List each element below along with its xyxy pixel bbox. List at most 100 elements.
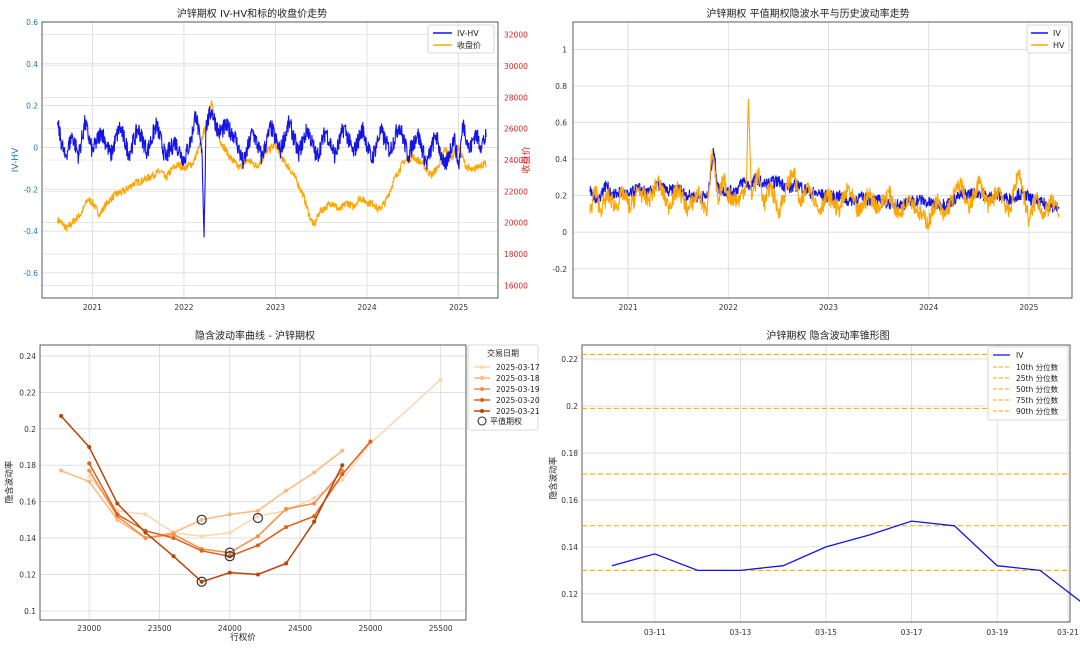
- chart3-xtick-label: 25000: [358, 624, 382, 633]
- chart3-series-2025-03-17-point: [87, 474, 91, 478]
- chart2-ytick-label: 0.8: [555, 82, 567, 91]
- chart-ivhv-price: 沪锌期权 IV-HV和标的收盘价走势 IV-HV 收盘价 -0.6 -0.4 -0.…: [11, 7, 532, 312]
- chart3-series-2025-03-21-point: [284, 562, 288, 566]
- chart1-xtick-label: 2023: [266, 303, 285, 312]
- chart4-xtick-label: 03-15: [815, 628, 837, 637]
- chart3-series-2025-03-21-point: [200, 580, 204, 584]
- chart1-ytick-label: 0.4: [26, 60, 38, 69]
- chart3-series-2025-03-19-point: [143, 536, 147, 540]
- chart3-legend-item: 2025-03-18: [496, 374, 540, 383]
- chart4-ytick-label: 0.12: [561, 590, 578, 599]
- chart2-xtick-label: 2025: [1019, 303, 1038, 312]
- chart3-series-2025-03-18-point: [87, 480, 91, 484]
- chart3-series-2025-03-18-point: [200, 518, 204, 522]
- chart3-series-2025-03-21-point: [115, 501, 119, 505]
- chart1-price-line: [58, 100, 487, 231]
- chart3-series-2025-03-19-point: [87, 469, 91, 473]
- chart1-ytick-label: -0.2: [23, 185, 38, 194]
- chart3-series-2025-03-20-point: [87, 461, 91, 465]
- chart3-xtick-label: 23000: [77, 624, 101, 633]
- chart1-legend-price: 收盘价: [457, 40, 481, 50]
- chart1-y2tick-label: 16000: [504, 281, 528, 290]
- chart4-legend-iv: IV: [1016, 351, 1024, 360]
- chart1-ytick-label: 0.2: [26, 102, 38, 111]
- chart1-ytick-label: -0.4: [23, 227, 38, 236]
- chart3-legend-item: 2025-03-17: [496, 363, 540, 372]
- chart1-y2tick-label: 30000: [504, 62, 528, 71]
- chart3-xtick-label: 24500: [288, 624, 312, 633]
- chart4-ytick-label: 0.14: [561, 543, 578, 552]
- chart2-xtick-label: 2024: [919, 303, 938, 312]
- chart3-plot-frame: [40, 345, 466, 620]
- chart1-ytick-label: -0.6: [23, 269, 38, 278]
- chart1-y2tick-label: 18000: [504, 250, 528, 259]
- chart3-legend-swatch-dot: [480, 398, 484, 402]
- chart2-xtick-label: 2022: [719, 303, 738, 312]
- chart1-legend: IV-HV 收盘价: [428, 25, 494, 53]
- chart1-y2tick-label: 20000: [504, 219, 528, 228]
- chart3-series-2025-03-18-point: [59, 469, 63, 473]
- chart3-series-2025-03-18-point: [115, 518, 119, 522]
- chart3-legend-swatch-dot: [480, 376, 484, 380]
- chart3-legend-swatch-dot: [480, 387, 484, 391]
- chart4-xtick-label: 03-17: [901, 628, 923, 637]
- chart2-legend: IV HV: [1027, 25, 1069, 53]
- chart1-xtick-label: 2022: [174, 303, 193, 312]
- chart3-series-2025-03-17-line: [89, 380, 441, 537]
- chart2-ytick-label: 0: [562, 228, 567, 237]
- chart2-ytick-label: 0.2: [555, 192, 567, 201]
- chart3-ytick-label: 0.16: [19, 498, 36, 507]
- chart3-legend-swatch-dot: [480, 365, 484, 369]
- chart1-title: 沪锌期权 IV-HV和标的收盘价走势: [177, 7, 327, 20]
- dashboard: 沪锌期权 IV-HV和标的收盘价走势 IV-HV 收盘价 -0.6 -0.4 -0.…: [0, 0, 1080, 646]
- chart3-xlabel: 行权价: [230, 632, 256, 643]
- chart3-series-2025-03-21-point: [256, 572, 260, 576]
- chart3-series-2025-03-20-point: [115, 512, 119, 516]
- chart3-ytick-label: 0.14: [19, 534, 36, 543]
- chart2-ytick-label: -0.2: [552, 265, 567, 274]
- chart1-y2tick-label: 28000: [504, 93, 528, 102]
- chart4-xtick-label: 03-13: [729, 628, 751, 637]
- chart3-series-2025-03-18-point: [312, 470, 316, 474]
- chart4-ytick-label: 0.2: [566, 402, 578, 411]
- chart2-ytick-label: 0.4: [555, 155, 567, 164]
- chart4-ytick-label: 0.18: [561, 449, 578, 458]
- chart3-series-2025-03-21-point: [312, 520, 316, 524]
- chart3-xtick-label: 24000: [218, 624, 242, 633]
- chart3-ytick-label: 0.18: [19, 461, 36, 470]
- chart3-legend-atm: 平值期权: [490, 416, 522, 426]
- chart2-xtick-label: 2021: [619, 303, 638, 312]
- chart4-legend-pct: 10th 分位数: [1016, 362, 1059, 372]
- chart3-legend-item: 2025-03-19: [496, 385, 540, 394]
- chart3-series-2025-03-21-point: [87, 445, 91, 449]
- chart1-y2tick-label: 32000: [504, 31, 528, 40]
- chart3-series-2025-03-21-point: [228, 571, 232, 575]
- chart-vol-smile: 隐含波动率曲线 - 沪锌期权 行权价 隐含波动率 0.1 0.12 0.14 0.16…: [4, 329, 540, 643]
- chart1-xtick-label: 2025: [449, 303, 468, 312]
- chart2-hv-line: [590, 99, 1059, 231]
- charts-canvas: 沪锌期权 IV-HV和标的收盘价走势 IV-HV 收盘价 -0.6 -0.4 -0.…: [0, 0, 1080, 646]
- chart4-ytick-label: 0.22: [561, 355, 578, 364]
- chart3-series-2025-03-20-point: [256, 543, 260, 547]
- chart4-xtick-label: 03-19: [986, 628, 1008, 637]
- chart1-ivhv-line: [58, 106, 487, 237]
- chart1-xtick-label: 2024: [358, 303, 377, 312]
- chart4-legend: IV10th 分位数25th 分位数50th 分位数75th 分位数90th 分…: [988, 347, 1068, 420]
- chart3-ylabel: 隐含波动率: [4, 460, 15, 503]
- chart4-xtick-label: 03-11: [644, 628, 666, 637]
- chart2-ytick-label: 1: [562, 45, 567, 54]
- chart1-ytick-label: 0: [33, 143, 38, 152]
- chart3-legend: 交易日期 平值期权 2025-03-172025-03-182025-03-19…: [468, 345, 540, 430]
- chart3-legend-item: 2025-03-20: [496, 396, 540, 405]
- chart4-xtick-label: 03-21: [1057, 628, 1079, 637]
- chart4-ytick-label: 0.16: [561, 496, 578, 505]
- chart1-y2tick-label: 26000: [504, 125, 528, 134]
- chart3-ytick-label: 0.12: [19, 570, 36, 579]
- chart3-title: 隐含波动率曲线 - 沪锌期权: [195, 329, 315, 342]
- chart3-ytick-label: 0.22: [19, 388, 36, 397]
- chart-vol-cone: 沪锌期权 隐含波动率锥形图 隐含波动率 0.120.140.160.180.20…: [548, 329, 1080, 637]
- chart3-series-2025-03-17-point: [200, 534, 204, 538]
- chart3-ytick-label: 0.1: [24, 607, 36, 616]
- chart3-series-2025-03-21-point: [172, 554, 176, 558]
- chart3-series-2025-03-20-point: [284, 525, 288, 529]
